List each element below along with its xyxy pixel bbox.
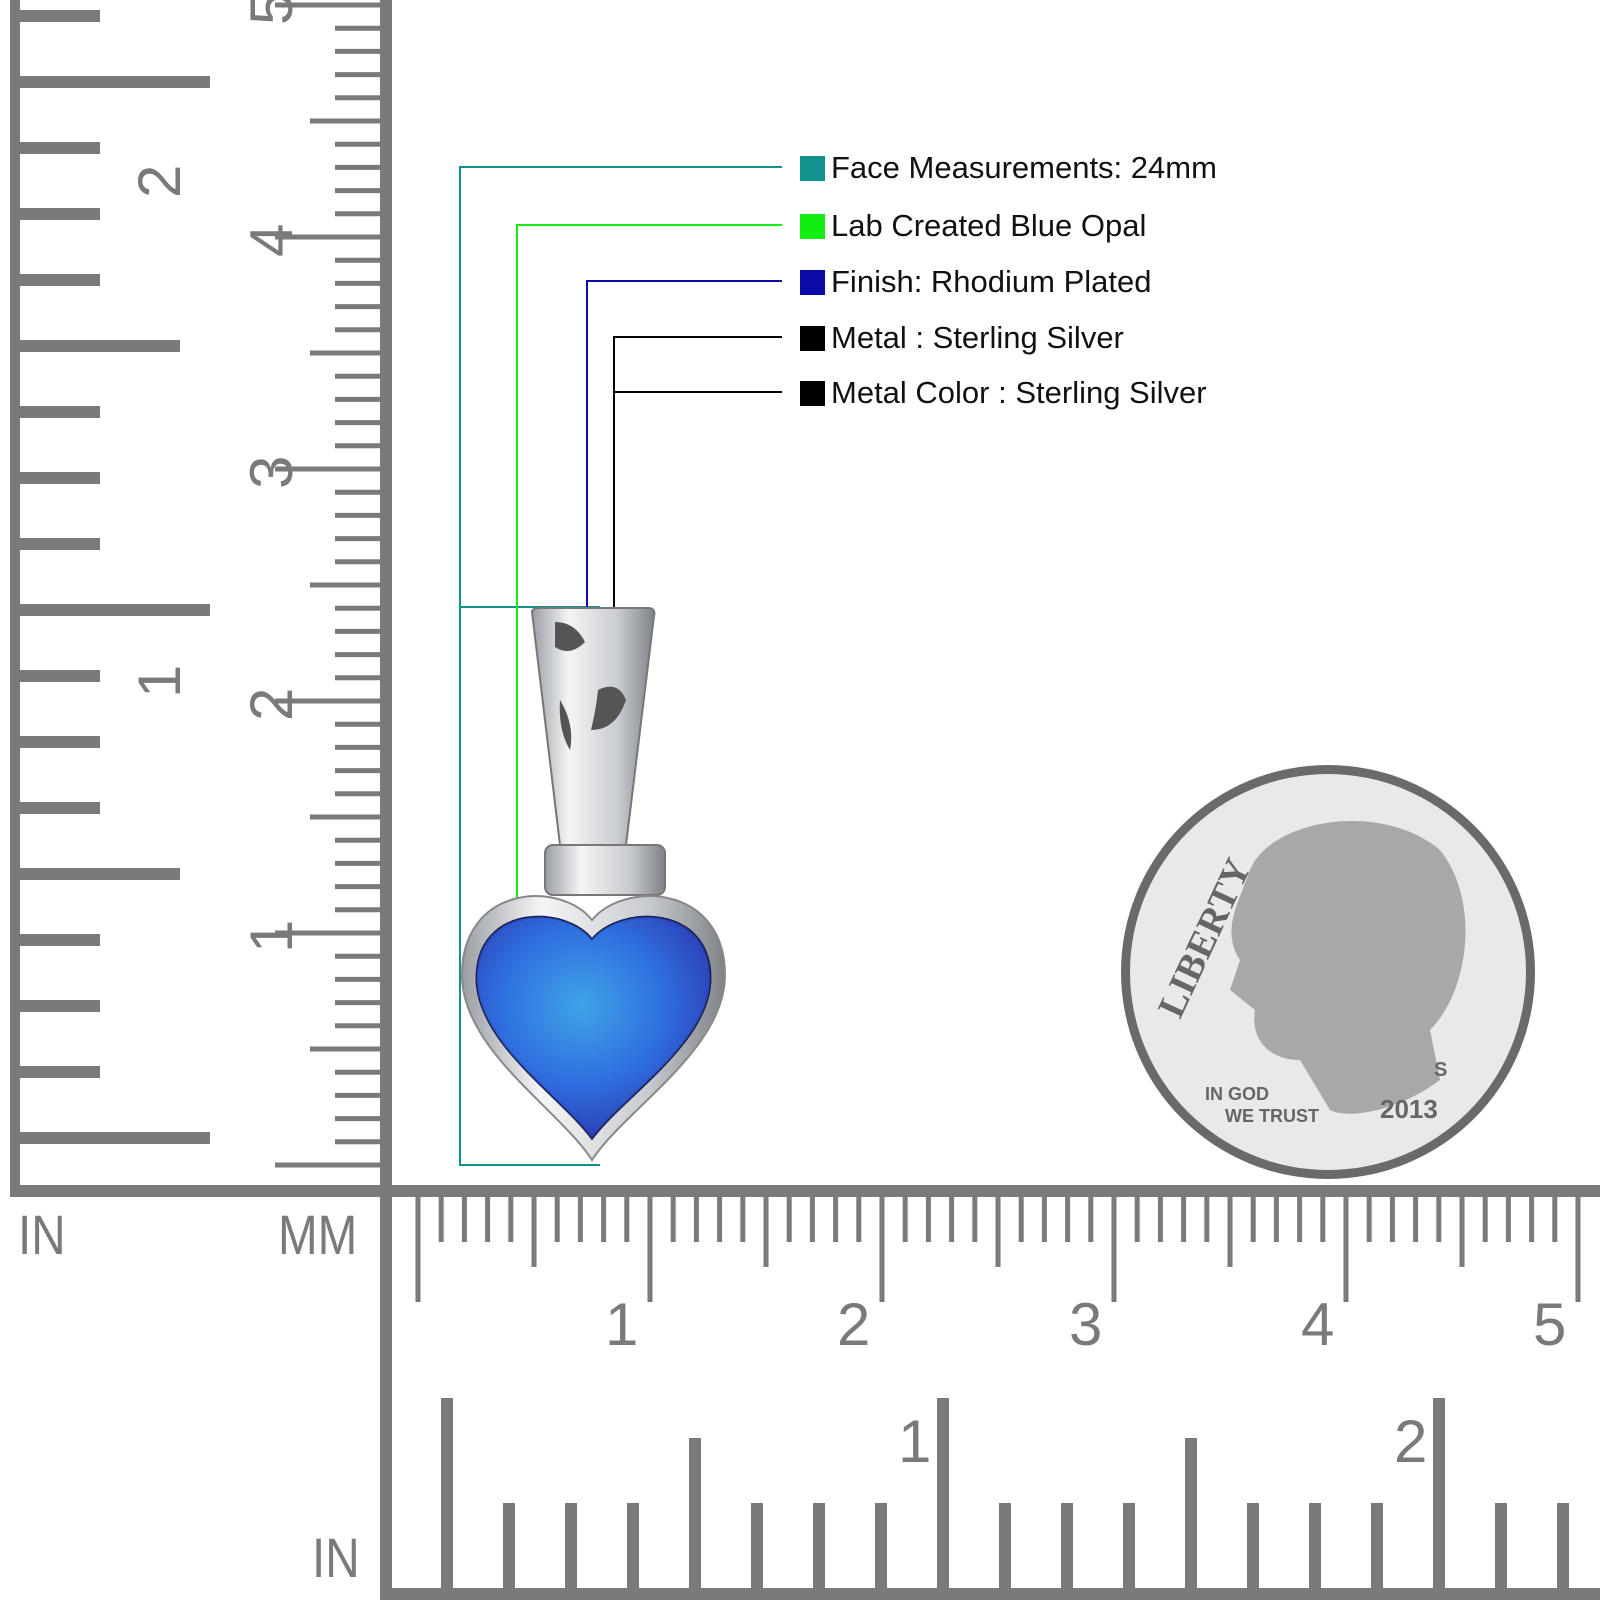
mm-number: 5 [238, 0, 305, 25]
black-swatch-icon [800, 325, 825, 351]
legend-item-finish: Finish: Rhodium Plated [800, 264, 1152, 299]
bail-hinge [544, 844, 666, 896]
inch-number: 2 [126, 165, 193, 198]
coin-motto-1: IN GOD [1205, 1084, 1269, 1104]
mm-number: 4 [1301, 1291, 1334, 1358]
legend-item-face-measurement: Face Measurements: 24mm [800, 150, 1217, 185]
mm-number: 1 [605, 1291, 638, 1358]
dime-coin: LIBERTY IN GOD WE TRUST 2013 S [1121, 765, 1535, 1179]
left-ruler-mm-edge [380, 0, 392, 1195]
left-ruler-edge [10, 0, 20, 1195]
finish-callout-line [586, 280, 782, 622]
legend-item-metal-color: Metal Color : Sterling Silver [800, 375, 1207, 410]
blue-swatch-icon [800, 269, 825, 295]
bottom-ruler-bottom-edge [380, 1588, 1600, 1600]
left-ruler-bottom-edge [10, 1185, 392, 1197]
legend-label: Metal Color : Sterling Silver [831, 375, 1207, 410]
opal-callout-line [516, 224, 782, 960]
legend-item-stone: Lab Created Blue Opal [800, 208, 1147, 243]
inch-number: 1 [898, 1408, 931, 1475]
black-swatch-icon [800, 380, 825, 406]
left-ruler-in-label: IN [18, 1203, 66, 1266]
legend-label: Finish: Rhodium Plated [831, 264, 1152, 299]
legend-label: Metal : Sterling Silver [831, 320, 1124, 355]
teal-swatch-icon [800, 155, 825, 181]
coin-year: 2013 [1380, 1094, 1438, 1124]
legend-label: Lab Created Blue Opal [831, 208, 1147, 243]
mm-number: 2 [837, 1291, 870, 1358]
opal-shine [477, 917, 710, 1138]
face-measurement-line [459, 166, 782, 1166]
callout-lines [459, 166, 782, 1166]
mm-number: 5 [1533, 1291, 1566, 1358]
mm-number: 4 [238, 224, 305, 257]
coin-mint-mark: S [1434, 1059, 1447, 1081]
pendant [460, 607, 727, 1162]
bail-filigree [555, 622, 626, 750]
inch-number: 1 [126, 665, 193, 698]
bottom-ruler-in-label: IN [312, 1526, 360, 1589]
bottom-ruler-left-edge [380, 1185, 392, 1600]
bottom-ruler-top-edge [380, 1185, 1600, 1197]
metal-callout-line [613, 336, 782, 655]
inch-number: 2 [1394, 1408, 1427, 1475]
coin-portrait [1230, 821, 1466, 1114]
legend-label: Face Measurements: 24mm [831, 150, 1217, 185]
mm-number: 1 [238, 920, 305, 953]
coin-motto-2: WE TRUST [1225, 1106, 1319, 1126]
legend-item-metal: Metal : Sterling Silver [800, 320, 1124, 355]
mm-number: 2 [238, 688, 305, 721]
left-ruler-mm-label: MM [278, 1203, 358, 1266]
green-swatch-icon [800, 213, 825, 239]
mm-number: 3 [1069, 1291, 1102, 1358]
mm-number: 3 [238, 456, 305, 489]
